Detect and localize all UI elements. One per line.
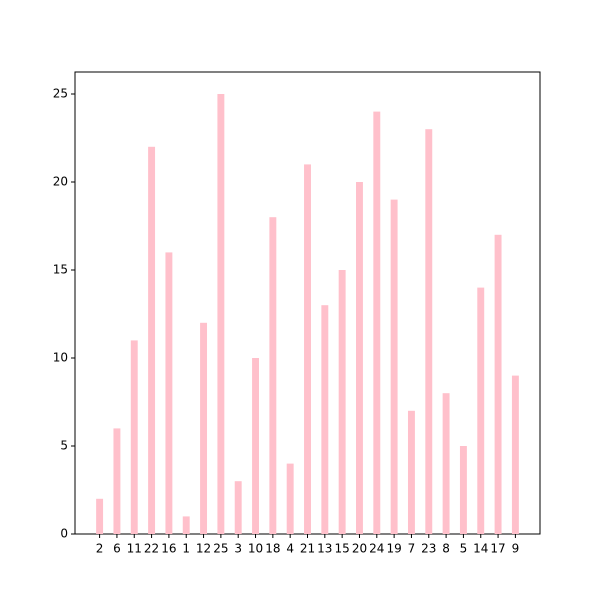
- bar: [494, 234, 502, 535]
- y-tick-label: 0: [60, 527, 68, 541]
- bar: [356, 182, 363, 534]
- bar: [252, 358, 259, 534]
- x-tick-label: 2: [96, 542, 104, 556]
- x-tick-label: 21: [300, 542, 315, 556]
- bar: [477, 287, 485, 534]
- bar: [148, 146, 156, 535]
- x-tick-label: 8: [442, 542, 450, 556]
- x-tick-label: 18: [265, 542, 280, 556]
- x-tick-label: 17: [490, 542, 505, 556]
- bar: [442, 393, 450, 534]
- bar: [304, 164, 311, 534]
- bar: [182, 516, 190, 534]
- x-tick-label: 15: [335, 542, 350, 556]
- bar: [321, 305, 329, 534]
- x-tick-label: 7: [408, 542, 416, 556]
- x-tick-label: 19: [386, 542, 401, 556]
- bar: [407, 410, 415, 534]
- x-tick-label: 16: [161, 542, 176, 556]
- x-tick-label: 13: [317, 542, 332, 556]
- bar: [113, 428, 121, 534]
- bar: [338, 270, 346, 534]
- y-tick-label: 25: [53, 87, 68, 101]
- x-tick-label: 10: [248, 542, 263, 556]
- x-tick-label: 5: [460, 542, 468, 556]
- y-tick-label: 10: [53, 351, 68, 365]
- x-tick-label: 24: [369, 542, 384, 556]
- x-tick-label: 1: [182, 542, 190, 556]
- x-tick-label: 4: [286, 542, 294, 556]
- x-tick-label: 20: [352, 542, 367, 556]
- x-tick-label: 14: [473, 542, 488, 556]
- x-tick-label: 23: [421, 542, 436, 556]
- bar: [217, 94, 225, 534]
- bar: [390, 199, 398, 534]
- bar: [96, 498, 104, 534]
- bar: [269, 217, 277, 534]
- bar: [286, 463, 294, 534]
- x-tick-label: 9: [512, 542, 520, 556]
- x-tick-label: 12: [196, 542, 211, 556]
- bar: [234, 481, 242, 534]
- bar: [200, 322, 208, 534]
- bar: [459, 446, 467, 534]
- x-tick-label: 6: [113, 542, 121, 556]
- x-tick-label: 25: [213, 542, 228, 556]
- y-tick-label: 5: [60, 439, 68, 453]
- y-tick-label: 20: [53, 175, 68, 189]
- bar: [511, 375, 519, 534]
- x-tick-label: 22: [144, 542, 159, 556]
- bar: [130, 340, 138, 534]
- bar: [165, 252, 173, 534]
- bar: [373, 111, 381, 534]
- x-tick-label: 3: [234, 542, 242, 556]
- bar: [425, 129, 433, 534]
- x-tick-label: 11: [127, 542, 142, 556]
- y-tick-label: 15: [53, 263, 68, 277]
